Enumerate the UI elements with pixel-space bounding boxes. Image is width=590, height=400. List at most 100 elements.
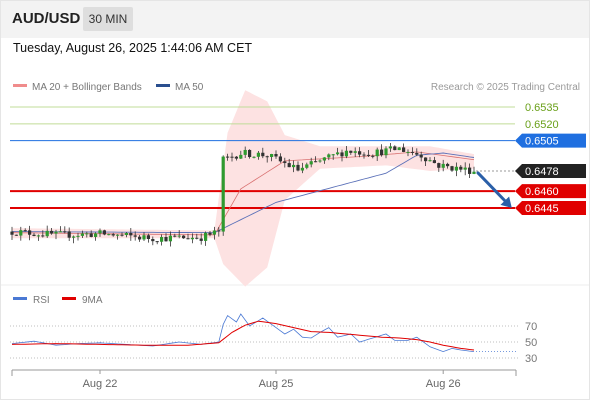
candle-body xyxy=(393,146,397,151)
candle-body xyxy=(300,167,304,171)
candle-body xyxy=(124,232,128,236)
candle-body xyxy=(72,236,76,238)
candle-body xyxy=(182,235,186,239)
rsi-tick-label: 50 xyxy=(525,337,537,349)
legend-swatch xyxy=(13,84,27,87)
rsi-legend-swatch xyxy=(13,297,27,300)
candle-body xyxy=(380,149,384,156)
candle-body xyxy=(217,230,221,232)
bollinger-band xyxy=(12,90,474,287)
candle-body xyxy=(366,154,370,156)
candle-body xyxy=(160,237,164,242)
legend-label: MA 20 + Bollinger Bands xyxy=(32,82,142,93)
rsi-line xyxy=(11,313,475,353)
candle-body xyxy=(265,156,269,158)
candle-body xyxy=(432,160,436,164)
candle-body xyxy=(472,171,476,174)
forecast-arrow xyxy=(476,171,511,207)
candle-body xyxy=(67,231,71,238)
candle-body xyxy=(234,156,238,159)
candle-body xyxy=(278,156,282,162)
candle-body xyxy=(116,234,120,236)
candle-body xyxy=(309,161,313,165)
candle-body xyxy=(10,231,14,235)
candle-body xyxy=(362,154,366,156)
candle-body xyxy=(164,237,168,242)
candle-body xyxy=(155,241,159,243)
candle-body xyxy=(322,157,326,161)
candle-body xyxy=(230,156,234,158)
candle-body xyxy=(388,146,392,149)
candle-body xyxy=(50,230,54,234)
candle-body xyxy=(454,166,458,171)
candle-body xyxy=(410,151,414,153)
level-label-0.6535: 0.6535 xyxy=(525,102,559,114)
forecast-arrowhead xyxy=(500,196,512,208)
candle-body xyxy=(292,164,296,168)
candle-body xyxy=(318,160,322,162)
candle-body xyxy=(340,152,344,157)
level-tag-0.6478 xyxy=(515,163,586,178)
candle-body xyxy=(248,149,252,158)
candle-body xyxy=(186,238,190,240)
ma20-line xyxy=(12,151,475,236)
candle-body xyxy=(419,154,423,158)
x-tick-label: Aug 22 xyxy=(83,378,118,390)
candle-body xyxy=(402,147,406,152)
candle-body xyxy=(296,164,300,171)
candle-body xyxy=(204,232,208,241)
rsi-tick-label: 30 xyxy=(525,353,537,365)
candle-body xyxy=(331,154,335,156)
candle-body xyxy=(199,238,203,241)
symbol-label: AUD/USD xyxy=(12,10,81,27)
legend-label: MA 50 xyxy=(175,82,204,93)
candle-body xyxy=(270,153,274,157)
level-label-0.6520: 0.6520 xyxy=(525,119,559,131)
candle-body xyxy=(129,232,133,236)
candle-body xyxy=(111,234,115,236)
timeframe-button[interactable]: 30 MIN xyxy=(83,7,133,31)
candle-body xyxy=(287,163,291,168)
candle-body xyxy=(63,231,67,233)
level-tag-0.6460 xyxy=(515,184,586,199)
candle-body xyxy=(349,150,353,153)
level-tag-0.6445 xyxy=(515,201,586,215)
candle-body xyxy=(336,152,340,155)
candle-body xyxy=(85,233,89,235)
candle-body xyxy=(28,230,32,235)
candle-body xyxy=(76,235,80,237)
candle-body xyxy=(107,234,111,236)
level-label-0.6460: 0.6460 xyxy=(525,186,559,198)
candle-body xyxy=(384,148,388,156)
candle-body xyxy=(173,235,177,237)
level-label-0.6505: 0.6505 xyxy=(525,136,559,148)
rsi-legend-swatch xyxy=(62,297,76,300)
candle-body xyxy=(415,152,419,155)
candle-body xyxy=(98,230,102,234)
candle-body xyxy=(36,235,40,237)
legend-swatch xyxy=(156,84,170,87)
candle-body xyxy=(151,238,155,242)
candle-body xyxy=(58,231,62,233)
candle-body xyxy=(212,230,216,235)
candle-body xyxy=(353,151,357,153)
rsi-legend-label: 9MA xyxy=(82,295,103,306)
candle-body xyxy=(437,163,441,168)
level-label-0.6478: 0.6478 xyxy=(525,166,559,178)
x-tick-label: Aug 25 xyxy=(259,378,294,390)
candle-body xyxy=(226,156,230,158)
candle-body xyxy=(256,152,260,157)
candle-body xyxy=(327,154,331,158)
candle-body xyxy=(375,149,379,157)
candle-body xyxy=(177,235,181,237)
candle-body xyxy=(19,230,23,236)
candle-body xyxy=(14,234,18,236)
x-tick-label: Aug 26 xyxy=(426,378,461,390)
candle-body xyxy=(406,151,410,153)
candle-body xyxy=(468,167,472,174)
timestamp: Tuesday, August 26, 2025 1:44:06 AM CET xyxy=(13,41,253,55)
candle-body xyxy=(32,234,36,237)
candle-body xyxy=(446,163,450,167)
ma50-line xyxy=(12,152,475,234)
